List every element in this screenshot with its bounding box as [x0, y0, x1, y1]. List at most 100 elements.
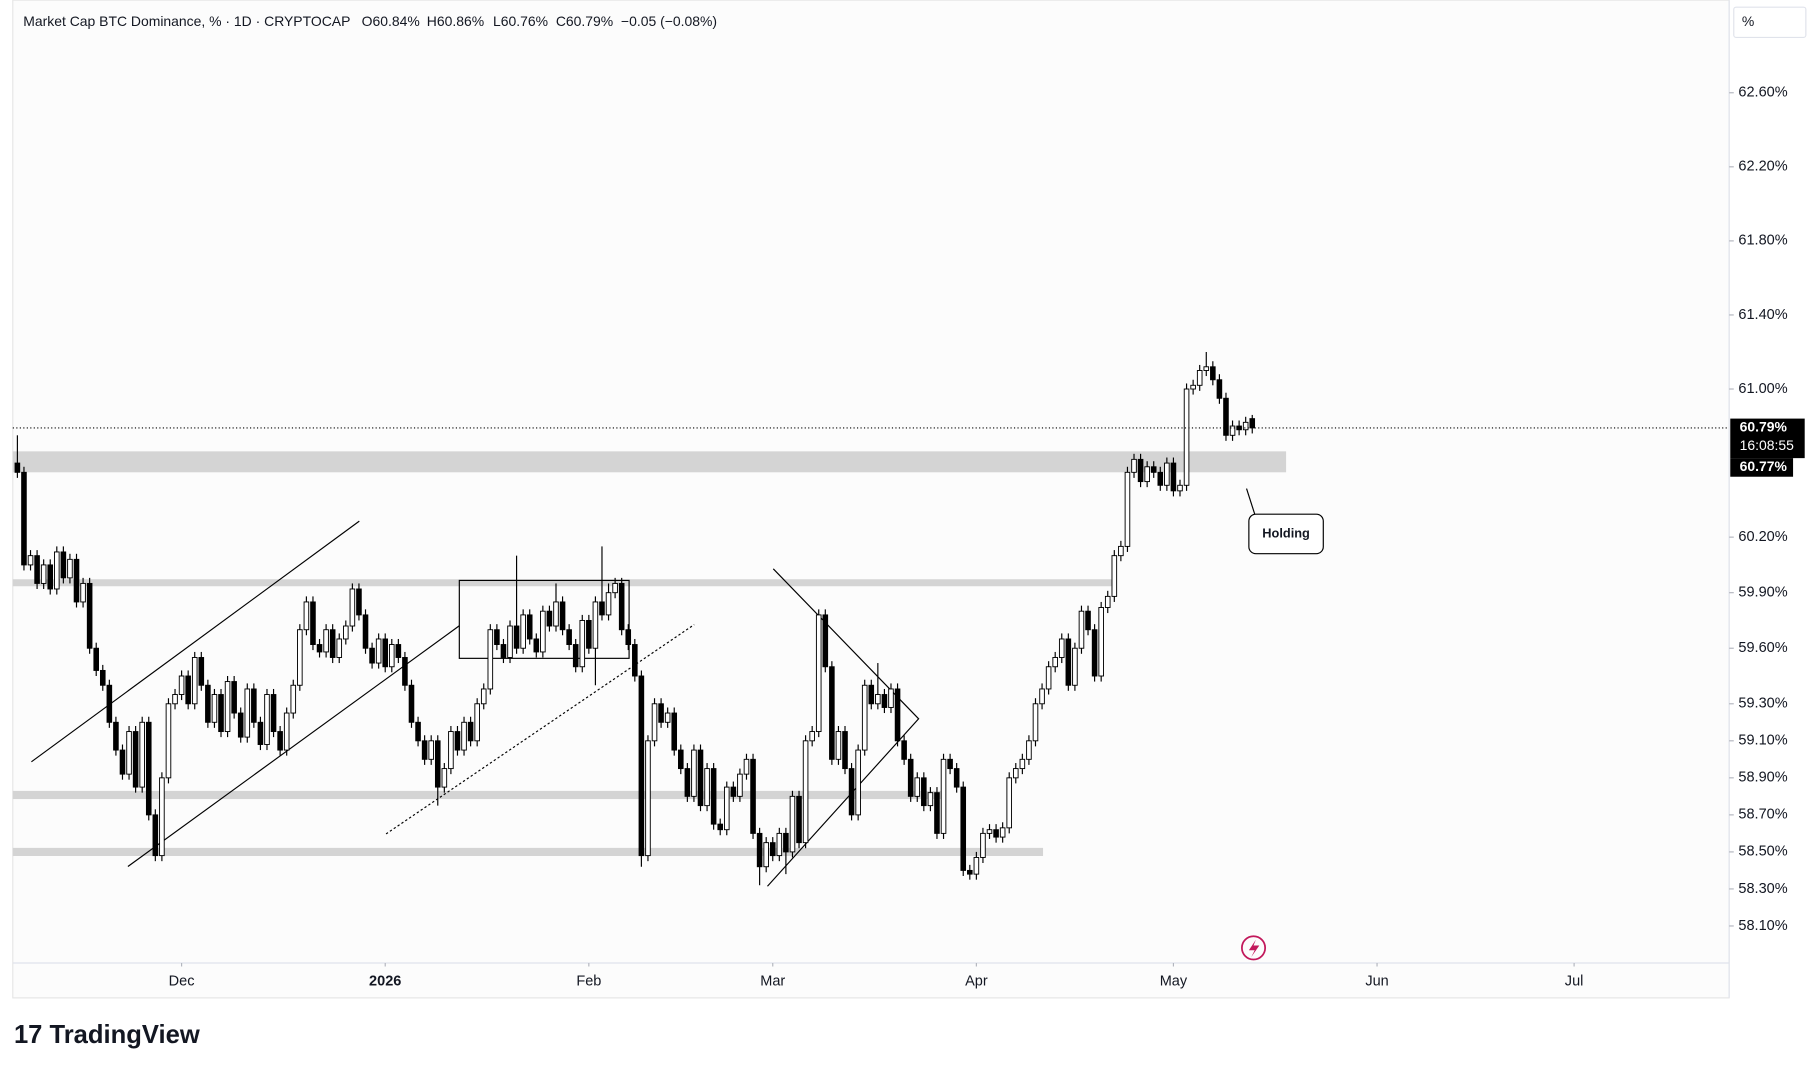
candle-body — [1032, 703, 1039, 742]
candle-body — [822, 614, 829, 668]
candle-body — [323, 629, 329, 653]
candle-body — [651, 703, 658, 742]
event-icon-bolt — [1248, 939, 1260, 958]
candle-body — [113, 721, 119, 751]
candle-body — [848, 768, 855, 816]
candle-body — [145, 721, 152, 816]
candle-body — [835, 731, 842, 760]
candle-body — [1183, 388, 1190, 486]
candle-body — [159, 777, 165, 857]
y-tick-label: 61.40% — [1738, 307, 1787, 323]
candle-body — [316, 644, 323, 653]
event-icon[interactable] — [1241, 935, 1267, 961]
candle-body — [264, 694, 270, 745]
candle-body — [572, 644, 579, 668]
candle-body — [356, 588, 362, 616]
candle-body — [671, 712, 678, 751]
candle-body — [888, 688, 894, 708]
candle-body — [697, 749, 704, 807]
candle-body — [93, 647, 100, 671]
candle-body — [940, 758, 947, 834]
scale-unit[interactable]: % — [1742, 13, 1754, 29]
candle-body — [448, 731, 454, 770]
candle-body — [513, 625, 520, 649]
candle-body — [881, 694, 888, 708]
ohlc-change: −0.05 (−0.08%) — [621, 13, 717, 29]
candle-body — [415, 721, 421, 742]
candle-body — [678, 749, 684, 770]
candle-body — [921, 777, 927, 807]
candle-body — [375, 638, 382, 664]
candle-body — [1196, 370, 1203, 386]
candle-body — [388, 644, 395, 668]
candle-body — [730, 786, 737, 797]
candle-body — [1242, 421, 1249, 431]
y-tick-label: 58.90% — [1738, 770, 1787, 786]
candle-body — [1111, 555, 1118, 597]
candle-body — [1039, 688, 1045, 705]
candle-body — [559, 601, 566, 631]
candle-body — [1144, 466, 1150, 483]
candle-body — [914, 777, 921, 797]
candle-body — [474, 703, 480, 742]
candle-body — [310, 601, 316, 645]
callout-pointer — [1245, 488, 1257, 518]
y-tick-label: 59.60% — [1738, 640, 1787, 656]
candle-body — [809, 731, 815, 742]
candle-body — [960, 786, 967, 871]
candle-body — [1118, 545, 1124, 557]
candle-body — [815, 614, 822, 733]
candle-body — [1137, 458, 1144, 483]
x-tick-label: Mar — [760, 973, 785, 989]
candle-body — [402, 657, 408, 686]
candle-body — [907, 758, 914, 797]
zone — [12, 579, 1114, 587]
candle-body — [691, 749, 697, 797]
y-tick-label: 58.10% — [1738, 918, 1787, 934]
candle-body — [1006, 777, 1013, 829]
candle-body — [73, 558, 80, 603]
candle-body — [139, 721, 145, 788]
candle-body — [829, 666, 835, 760]
candle-body — [953, 768, 960, 788]
candle-body — [1098, 607, 1104, 677]
candle-body — [27, 555, 34, 566]
scale-button[interactable] — [1733, 6, 1807, 38]
candle-body — [789, 795, 796, 853]
candle-body — [231, 681, 237, 714]
ohlc-value: C60.79% — [556, 13, 613, 29]
candle-body — [257, 721, 264, 745]
candle-body — [1065, 638, 1072, 686]
candle-body — [494, 629, 500, 645]
candle-body — [47, 564, 54, 590]
candle-body — [297, 629, 303, 686]
candle-body — [1249, 418, 1256, 429]
candle-body — [750, 758, 756, 834]
candle-body — [434, 740, 441, 788]
y-tick-label: 61.80% — [1738, 233, 1787, 249]
candle-body — [80, 582, 86, 603]
logo-mark: 17 — [14, 1021, 50, 1049]
candle-body — [191, 657, 198, 705]
candle-body — [861, 684, 868, 751]
wedge — [767, 568, 920, 887]
candle-body — [546, 610, 553, 627]
candle-body — [658, 703, 664, 723]
candle-body — [1085, 610, 1091, 631]
candle-body — [566, 629, 572, 645]
countdown: 16:08:55 — [1740, 437, 1795, 453]
candle-body — [34, 555, 40, 584]
candle-body — [172, 694, 178, 705]
candle-body — [540, 610, 546, 653]
candle-body — [592, 601, 599, 649]
candle-body — [270, 694, 277, 733]
callout-box — [1248, 513, 1324, 555]
candle-body — [408, 684, 415, 723]
x-tick-label: Apr — [965, 973, 988, 989]
zone — [12, 847, 1044, 857]
ohlc-value: H60.86% — [427, 13, 484, 29]
candle-body — [205, 684, 211, 723]
candle-body — [106, 684, 113, 723]
candle-body — [441, 768, 448, 788]
annotation: Holding — [1262, 525, 1310, 540]
